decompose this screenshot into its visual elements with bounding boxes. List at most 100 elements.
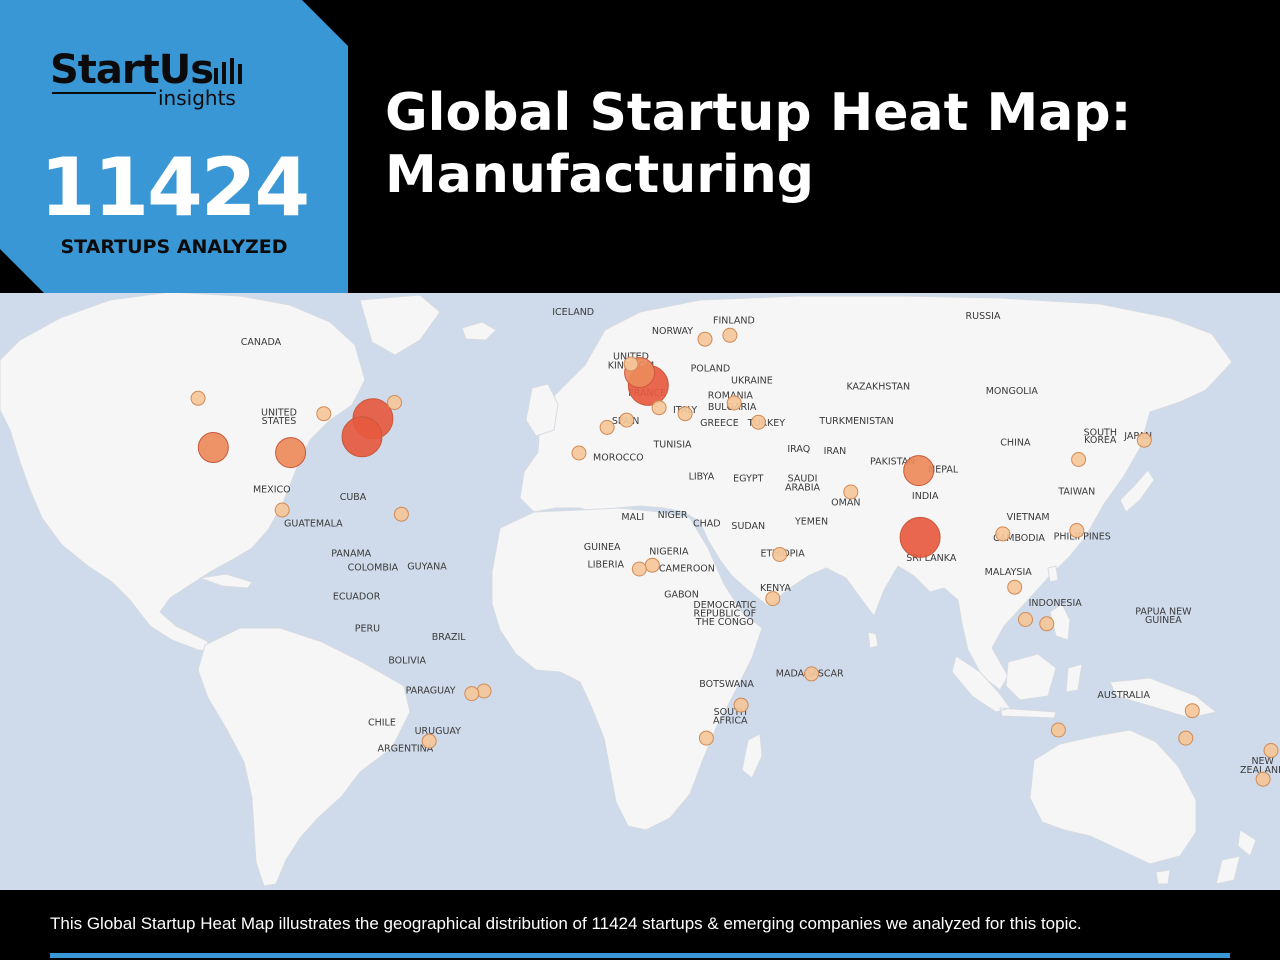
country-label: CAMEROON [659, 564, 715, 575]
country-label: PERU [355, 624, 380, 635]
brand-name: StartUs [50, 47, 214, 93]
country-label: GUYANA [407, 562, 447, 573]
country-label: GABON [664, 589, 699, 600]
country-label: STATES [262, 416, 297, 427]
country-label: INDIA [912, 491, 939, 502]
hotspot-marker [995, 526, 1011, 542]
country-label: CAMBODIA [993, 533, 1045, 544]
country-label: CHAD [693, 519, 721, 530]
country-label: TURKEY [747, 418, 786, 429]
country-label: SUDAN [731, 521, 765, 532]
startups-count-label: STARTUPS ANALYZED [60, 236, 288, 258]
country-label: POLAND [691, 363, 731, 374]
country-label: KENYA [760, 583, 791, 594]
brand-subtitle: insights [158, 86, 236, 110]
hotspot-marker [651, 400, 667, 416]
country-label: AFRICA [713, 716, 748, 727]
country-label: PAPUA NEW [1135, 606, 1192, 617]
country-label: INDONESIA [1029, 598, 1083, 609]
hotspot-marker [631, 561, 647, 577]
hotspot-marker [1069, 523, 1085, 538]
country-label: TUNISIA [653, 440, 692, 451]
country-label: ICELAND [552, 307, 594, 318]
hotspot-marker [476, 683, 492, 699]
hotspot-marker [421, 733, 437, 749]
country-label: NIGER [658, 510, 688, 521]
country-label: YEMEN [794, 517, 828, 528]
country-label: PANAMA [331, 549, 371, 560]
hotspot-marker [393, 506, 409, 522]
landmass-philippines [1049, 603, 1071, 641]
hotspot-marker [197, 432, 229, 463]
country-label: MONGOLIA [986, 386, 1039, 397]
landmass-south-america [197, 627, 411, 887]
country-label: SAUDI [788, 474, 818, 485]
country-label: MALI [621, 512, 644, 523]
landmass-madagascar [741, 733, 763, 779]
landmass-new-zealand [1215, 829, 1257, 885]
hotspot-marker [274, 502, 290, 518]
country-label: PAKISTAN [870, 457, 915, 468]
country-label: RUSSIA [966, 311, 1001, 322]
country-label: ECUADOR [333, 591, 381, 602]
hotspot-marker [571, 445, 587, 461]
landmass-taiwan [1047, 565, 1059, 583]
hotspot-marker [316, 406, 332, 422]
landmass-sumatra-java [951, 655, 1057, 719]
landmass-eurasia [519, 295, 1233, 691]
land-masses [0, 291, 1257, 887]
country-label: NEPAL [928, 464, 959, 475]
country-label: ARGENTINA [378, 743, 434, 754]
country-label: UNITED [261, 407, 297, 418]
landmass-borneo [1005, 653, 1057, 701]
country-label: JAPAN [1123, 431, 1152, 442]
country-label: CANADA [241, 337, 282, 348]
hotspot-marker [1007, 579, 1023, 595]
country-label: AUSTRALIA [1097, 690, 1150, 701]
hotspot-marker [1255, 771, 1271, 787]
landmass-australia [1029, 729, 1197, 865]
country-label: TAIWAN [1057, 487, 1095, 498]
country-label: KAZAKHSTAN [846, 382, 910, 393]
country-label: LIBYA [689, 472, 715, 483]
hotspot-marker [1071, 452, 1087, 467]
country-label: NIGERIA [649, 547, 689, 558]
hotspot-marker [899, 516, 941, 558]
footer: This Global Startup Heat Map illustrates… [0, 890, 1280, 960]
signal-bars-icon [214, 58, 242, 84]
country-label: BRAZIL [432, 632, 467, 643]
country-label: NEW [1251, 756, 1274, 767]
country-label: PHILIPPINES [1054, 532, 1111, 543]
country-label: ARABIA [785, 482, 821, 493]
hotspot-marker [341, 416, 383, 458]
hotspot-marker [903, 455, 935, 487]
landmass-tasmania [1155, 869, 1171, 885]
hotspot-markers [190, 327, 1279, 787]
hotspot-marker [726, 395, 742, 411]
landmass-sulawesi [1065, 663, 1083, 693]
hotspot-marker [275, 437, 307, 469]
country-label: GUINEA [584, 542, 621, 553]
hotspot-marker [804, 666, 819, 682]
brand-underline [52, 92, 156, 94]
hotspot-marker [1018, 612, 1033, 627]
startups-count: 11424 [39, 141, 310, 234]
footer-accent-rule [50, 953, 1230, 958]
hotspot-marker [464, 686, 480, 702]
country-label: REPUBLIC OF [694, 609, 757, 620]
hotspot-marker [698, 730, 714, 746]
country-label: MALAYSIA [985, 567, 1033, 578]
hotspot-marker [843, 484, 859, 500]
country-label: MOROCCO [593, 452, 644, 463]
country-label: CHILE [368, 718, 396, 729]
hotspot-marker [733, 697, 749, 713]
country-label: ROMANIA [708, 390, 754, 401]
country-label: URUGUAY [415, 726, 462, 737]
hotspot-marker [772, 547, 788, 562]
country-label: IRAQ [787, 444, 810, 455]
hotspot-marker [1178, 730, 1194, 746]
country-label: THE CONGO [695, 617, 754, 628]
hotspot-marker [1039, 616, 1055, 632]
hotspot-marker [619, 412, 635, 428]
country-label: VIETNAM [1007, 512, 1050, 523]
